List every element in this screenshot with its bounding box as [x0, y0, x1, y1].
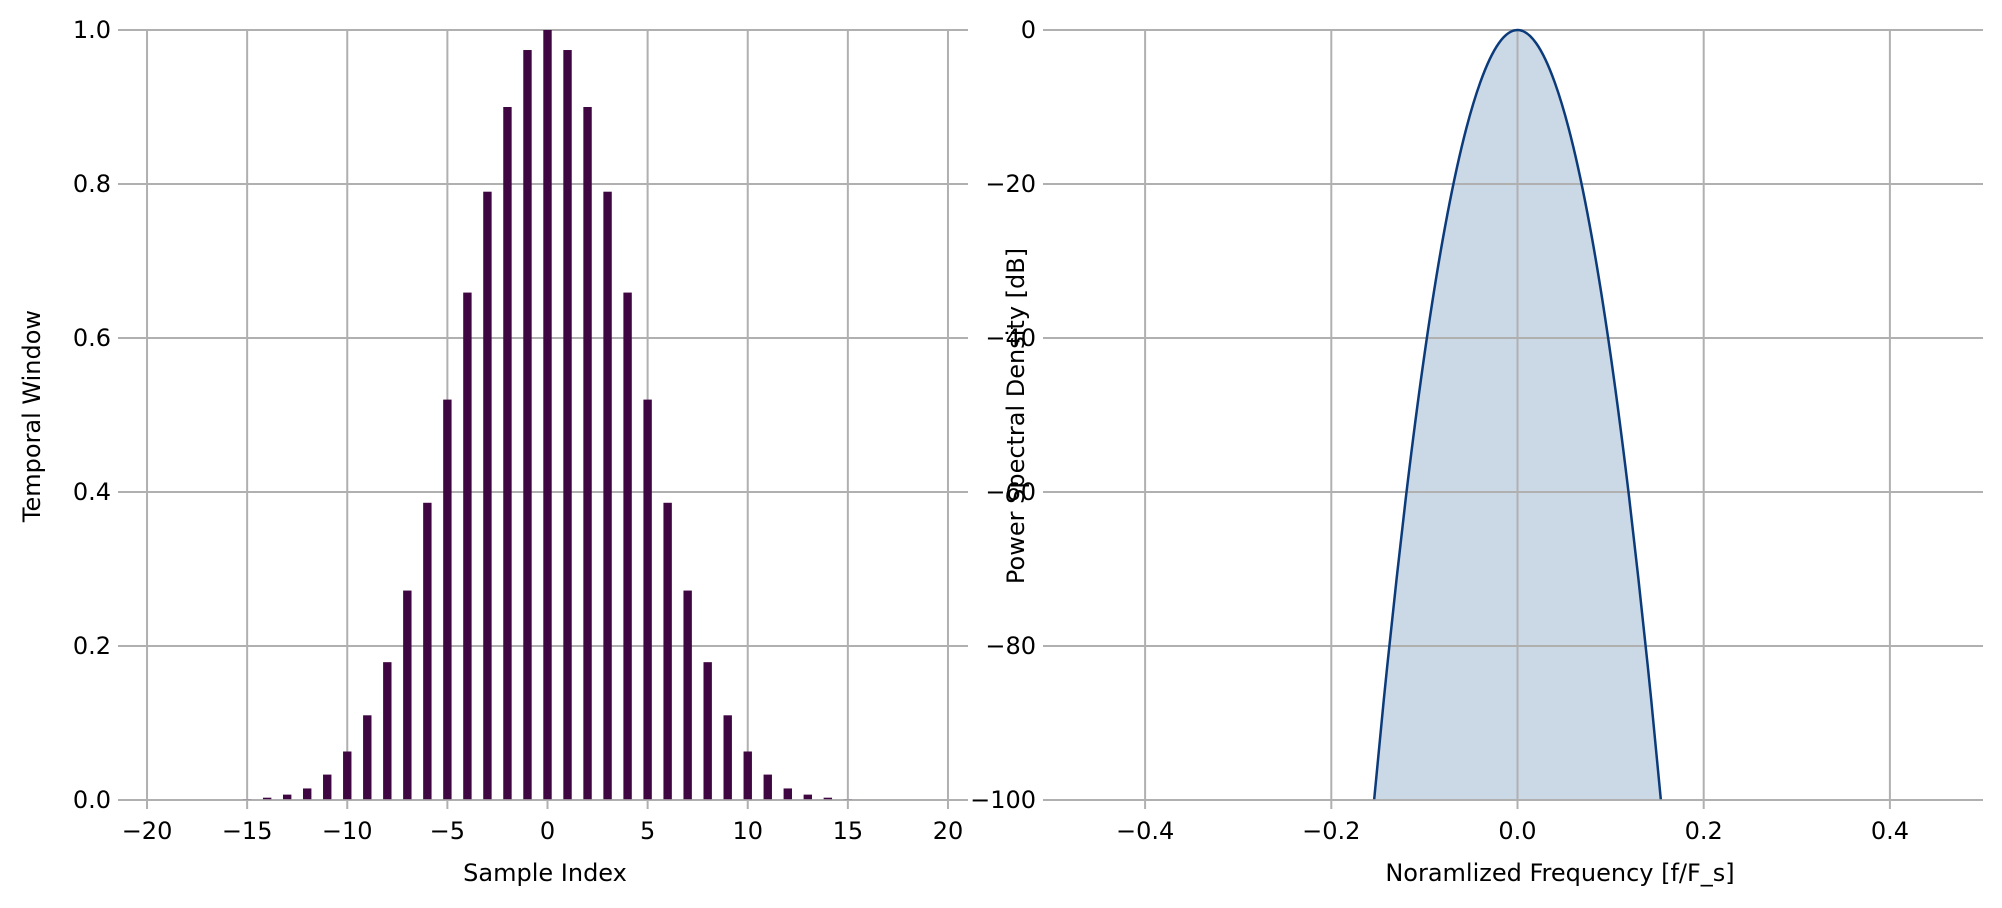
- window-bar: [603, 191, 612, 800]
- window-bar: [303, 788, 312, 800]
- window-x-tick-label: 20: [933, 817, 964, 845]
- window-chart: −20 −15 −10 −5 0 5 10 15 20 0.0 0.2 0.4 0.6 0.8 1.0 S…: [18, 16, 968, 887]
- window-bar: [743, 751, 752, 800]
- window-bar: [663, 502, 672, 800]
- window-bar: [383, 662, 392, 800]
- psd-y-ticks: −100 −80 −60 −40 −20 0: [970, 16, 1052, 814]
- window-bar: [643, 399, 652, 800]
- window-bar: [463, 292, 472, 800]
- window-x-tick-label: 5: [640, 817, 655, 845]
- window-x-tick-label: −5: [430, 817, 465, 845]
- window-bar: [703, 662, 712, 800]
- window-y-ticks: 0.0 0.2 0.4 0.6 0.8 1.0: [73, 16, 127, 814]
- window-bar: [723, 715, 732, 800]
- psd-x-tick-label: −0.4: [1116, 817, 1174, 845]
- window-y-tick-label: 1.0: [73, 16, 111, 44]
- window-bar: [543, 30, 552, 800]
- window-bars: [242, 30, 853, 800]
- window-bar: [323, 774, 332, 800]
- window-y-tick-label: 0.4: [73, 478, 111, 506]
- psd-y-axis-title: Power Spectral Density [dB]: [1002, 248, 1030, 584]
- psd-curve: [1372, 28, 1663, 801]
- window-bar: [443, 399, 452, 800]
- window-bar: [803, 794, 813, 800]
- window-bar: [523, 50, 532, 800]
- window-x-tick-label: 15: [833, 817, 864, 845]
- window-bar: [483, 191, 492, 800]
- window-x-ticks: −20 −15 −10 −5 0 5 10 15 20: [122, 800, 964, 845]
- psd-y-tick-label: −20: [985, 170, 1036, 198]
- window-x-tick-label: −10: [322, 817, 373, 845]
- window-bar: [282, 794, 292, 800]
- psd-y-tick-label: −80: [985, 632, 1036, 660]
- window-bar: [623, 292, 632, 800]
- window-y-tick-label: 0.8: [73, 170, 111, 198]
- psd-x-tick-label: 0.4: [1871, 817, 1909, 845]
- psd-x-axis-title: Noramlized Frequency [f/F_s]: [1385, 859, 1734, 887]
- window-y-tick-label: 0.2: [73, 632, 111, 660]
- window-x-tick-label: 10: [732, 817, 763, 845]
- psd-x-tick-label: 0.0: [1498, 817, 1536, 845]
- window-bar: [823, 797, 833, 800]
- window-bar: [363, 715, 372, 800]
- psd-x-ticks: −0.4 −0.2 0.0 0.2 0.4: [1116, 800, 1909, 845]
- psd-x-tick-label: 0.2: [1685, 817, 1723, 845]
- window-bar: [563, 50, 572, 800]
- window-bar: [583, 107, 592, 800]
- window-bar: [423, 502, 432, 800]
- window-y-tick-label: 0.6: [73, 324, 111, 352]
- window-bar: [763, 774, 772, 800]
- window-x-tick-label: 0: [540, 817, 555, 845]
- window-y-axis-title: Temporal Window: [18, 310, 46, 523]
- window-y-tick-label: 0.0: [73, 786, 111, 814]
- window-x-axis-title: Sample Index: [463, 859, 627, 887]
- psd-x-tick-label: −0.2: [1302, 817, 1360, 845]
- window-bar: [683, 590, 692, 800]
- window-bar: [343, 751, 352, 800]
- psd-gridlines: [1052, 29, 1983, 801]
- psd-y-tick-label: −100: [970, 786, 1036, 814]
- window-bar: [503, 107, 512, 800]
- psd-y-tick-label: −60: [985, 478, 1036, 506]
- window-bar: [783, 788, 792, 800]
- window-bar: [262, 797, 272, 800]
- psd-y-tick-label: 0: [1021, 16, 1036, 44]
- psd-chart: −0.4 −0.2 0.0 0.2 0.4 −100 −80 −60 −40 −20 0 Nora…: [970, 16, 1983, 887]
- window-x-tick-label: −15: [222, 817, 273, 845]
- window-bar: [403, 590, 412, 800]
- window-x-tick-label: −20: [122, 817, 173, 845]
- psd-y-tick-label: −40: [985, 324, 1036, 352]
